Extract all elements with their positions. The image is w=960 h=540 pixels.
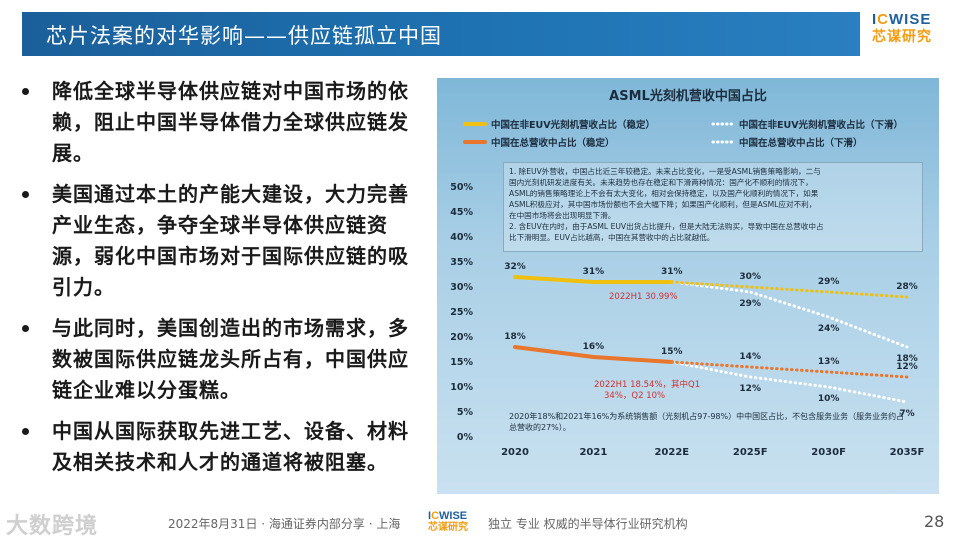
logo-wise: WISE xyxy=(889,11,932,28)
data-label: 16% xyxy=(583,342,605,352)
note-line: 国内光刻机研发进度有关。未来趋势也存在稳定和下滑两种情况：国产化不顺利的情况下， xyxy=(509,178,813,187)
bullet-text: 中国从国际获取先进工艺、设备、材料及相关技术和人才的通道将被阻塞。 xyxy=(52,419,409,474)
logo-letter-i: I xyxy=(872,11,878,28)
data-label: 12% xyxy=(896,362,918,372)
note-line: 1. 除EUV外营收，中国占比近三年较稳定。未来占比变化，一是受ASML销售策略… xyxy=(509,167,821,176)
y-tick-label: 5% xyxy=(457,407,474,418)
y-tick-label: 30% xyxy=(450,282,473,293)
bullet-text: 美国通过本土的产能大建设，大力完善产业生态，争夺全球半导体供应链资源，弱化中国市… xyxy=(52,182,409,299)
chart-panel: ASML光刻机营收中国占比 中国在非EUV光刻机营收占比（稳定） 中国在非EUV光… xyxy=(437,78,939,494)
data-label: 32% xyxy=(504,262,526,272)
y-tick-label: 45% xyxy=(450,207,473,218)
y-tick-label: 25% xyxy=(450,307,473,318)
y-tick-label: 20% xyxy=(450,332,473,343)
legend-label: 中国在总营收中占比（下滑） xyxy=(739,137,863,149)
bullet-dot-icon xyxy=(22,325,29,332)
bullet-item: 降低全球半导体供应链对中国市场的依赖，阻止中国半导体借力全球供应链发展。 xyxy=(18,76,428,169)
slide-title: 芯片法案的对华影响——供应链孤立中国 xyxy=(46,24,442,48)
bullet-text: 与此同时，美国创造出的市场需求，多数被国际供应链龙头所占有，中国供应链企业难以分… xyxy=(52,316,409,402)
data-label: 30% xyxy=(739,272,761,282)
footer-logo-subtitle: 芯谋研究 xyxy=(428,522,468,533)
x-tick-label: 2030F xyxy=(811,447,846,458)
series-line xyxy=(513,345,674,364)
y-tick-label: 10% xyxy=(450,382,473,393)
annotation-2022h1-nonEUV: 2022H1 30.99% xyxy=(609,292,678,302)
y-tick-label: 0% xyxy=(457,432,474,443)
footer-icwise-logo: ICWISE 芯谋研究 xyxy=(428,510,480,534)
legend-label: 中国在非EUV光刻机营收占比（稳定） xyxy=(491,119,655,131)
x-tick-label: 2020 xyxy=(501,447,529,458)
data-label: 28% xyxy=(896,282,918,292)
data-label: 29% xyxy=(818,277,840,287)
footer-logo-i: I xyxy=(428,510,432,522)
page-number: 28 xyxy=(924,512,945,531)
data-label: 15% xyxy=(661,347,683,357)
data-label: 18% xyxy=(896,354,918,364)
data-label: 24% xyxy=(818,324,840,334)
annotation-2022h1-total-l1: 2022H1 18.54%，其中Q1 xyxy=(594,379,700,390)
data-label: 31% xyxy=(583,267,605,277)
icwise-logo: ICWISE 芯谋研究 xyxy=(872,12,942,52)
footer-slogan: 独立 专业 权威的半导体行业研究机构 xyxy=(488,517,688,531)
data-label: 18% xyxy=(504,332,526,342)
logo-subtitle: 芯谋研究 xyxy=(872,29,932,45)
legend-label: 中国在非EUV光刻机营收占比（下滑） xyxy=(739,119,903,131)
bullet-text: 降低全球半导体供应链对中国市场的依赖，阻止中国半导体借力全球供应链发展。 xyxy=(52,79,409,165)
bullet-dot-icon xyxy=(22,88,29,95)
series-line xyxy=(670,280,909,349)
y-tick-label: 50% xyxy=(450,182,473,193)
annotation-2022h1-total-l2: 34%，Q2 10% xyxy=(604,391,665,401)
chart-axes: 0% 5% 10% 15% 20% 25% 30% 35% 40% 45% 50% 2020 2021 2… xyxy=(450,182,924,458)
bullet-item: 美国通过本土的产能大建设，大力完善产业生态，争夺全球半导体供应链资源，弱化中国市… xyxy=(18,179,428,303)
chart-series xyxy=(513,275,909,404)
bullet-list: 降低全球半导体供应链对中国市场的依赖，阻止中国半导体借力全球供应链发展。 美国通… xyxy=(18,76,428,488)
footer-logo-wise: WISE xyxy=(439,510,468,522)
logo-letter-c: C xyxy=(877,11,890,28)
data-label: 10% xyxy=(818,394,840,404)
chart-data-labels: 32% 31% 31% 29% 24% 18% 18% 16% 15% 12% 10% 7% 30% 29… xyxy=(504,262,918,419)
note-line: 比下滑明显。EUV占比越高，中国在其营收中的占比就越低。 xyxy=(509,233,715,242)
chart-legend: 中国在非EUV光刻机营收占比（稳定） 中国在非EUV光刻机营收占比（下滑） 中国在总… xyxy=(463,119,903,149)
series-line xyxy=(670,280,909,299)
series-line xyxy=(513,275,674,284)
x-tick-label: 2021 xyxy=(579,447,607,458)
bullet-item: 与此同时，美国创造出的市场需求，多数被国际供应链龙头所占有，中国供应链企业难以分… xyxy=(18,313,428,406)
header-bar xyxy=(22,12,860,56)
data-label: 13% xyxy=(818,357,840,367)
note-line: ASML的销售策略理论上不会有太大变化，相对会保持稳定，以及国产化顺利的情况下，… xyxy=(509,189,819,198)
bullet-dot-icon xyxy=(22,428,29,435)
bullet-item: 中国从国际获取先进工艺、设备、材料及相关技术和人才的通道将被阻塞。 xyxy=(18,416,428,478)
x-tick-label: 2025F xyxy=(733,447,768,458)
legend-label: 中国在总营收中占比（稳定） xyxy=(491,137,615,149)
data-label: 31% xyxy=(661,267,683,277)
data-label: 12% xyxy=(739,384,761,394)
y-tick-label: 35% xyxy=(450,257,473,268)
y-tick-label: 15% xyxy=(450,357,473,368)
chart-bottom-note: 2020年18%和2021年16%为系统销售额（光刻机占97-98%）中中国区占… xyxy=(509,412,905,432)
x-tick-label: 2035F xyxy=(890,447,925,458)
bullet-dot-icon xyxy=(22,191,29,198)
chart-svg: ASML光刻机营收中国占比 中国在非EUV光刻机营收占比（稳定） 中国在非EUV光… xyxy=(450,88,924,458)
watermark-logo: 大数跨境 xyxy=(6,514,99,539)
series-line xyxy=(670,360,909,404)
x-tick-label: 2022E xyxy=(654,447,689,458)
chart-note-box: 1. 除EUV外营收，中国占比近三年较稳定。未来占比变化，一是受ASML销售策略… xyxy=(503,162,923,252)
data-label: 29% xyxy=(739,299,761,309)
note-line: 2. 含EUV在内时，由于ASML EUV出货占比提升，但是大陆无法购买，导致中… xyxy=(509,222,824,231)
footer-date-text: 2022年8月31日 · 海通证券内部分享 · 上海 xyxy=(168,517,401,531)
data-label: 7% xyxy=(899,409,914,419)
data-label: 14% xyxy=(739,352,761,362)
footer-logo-c: C xyxy=(431,510,440,522)
series-line xyxy=(670,360,909,379)
note-line: ASML积极应对，其中国市场份额也不会大幅下降；如果国产化顺利，但是ASML应对… xyxy=(509,200,817,209)
note-line: 在中国市场将会出现明显下滑。 xyxy=(509,211,616,220)
chart-title: ASML光刻机营收中国占比 xyxy=(609,88,767,104)
y-tick-label: 40% xyxy=(450,232,473,243)
